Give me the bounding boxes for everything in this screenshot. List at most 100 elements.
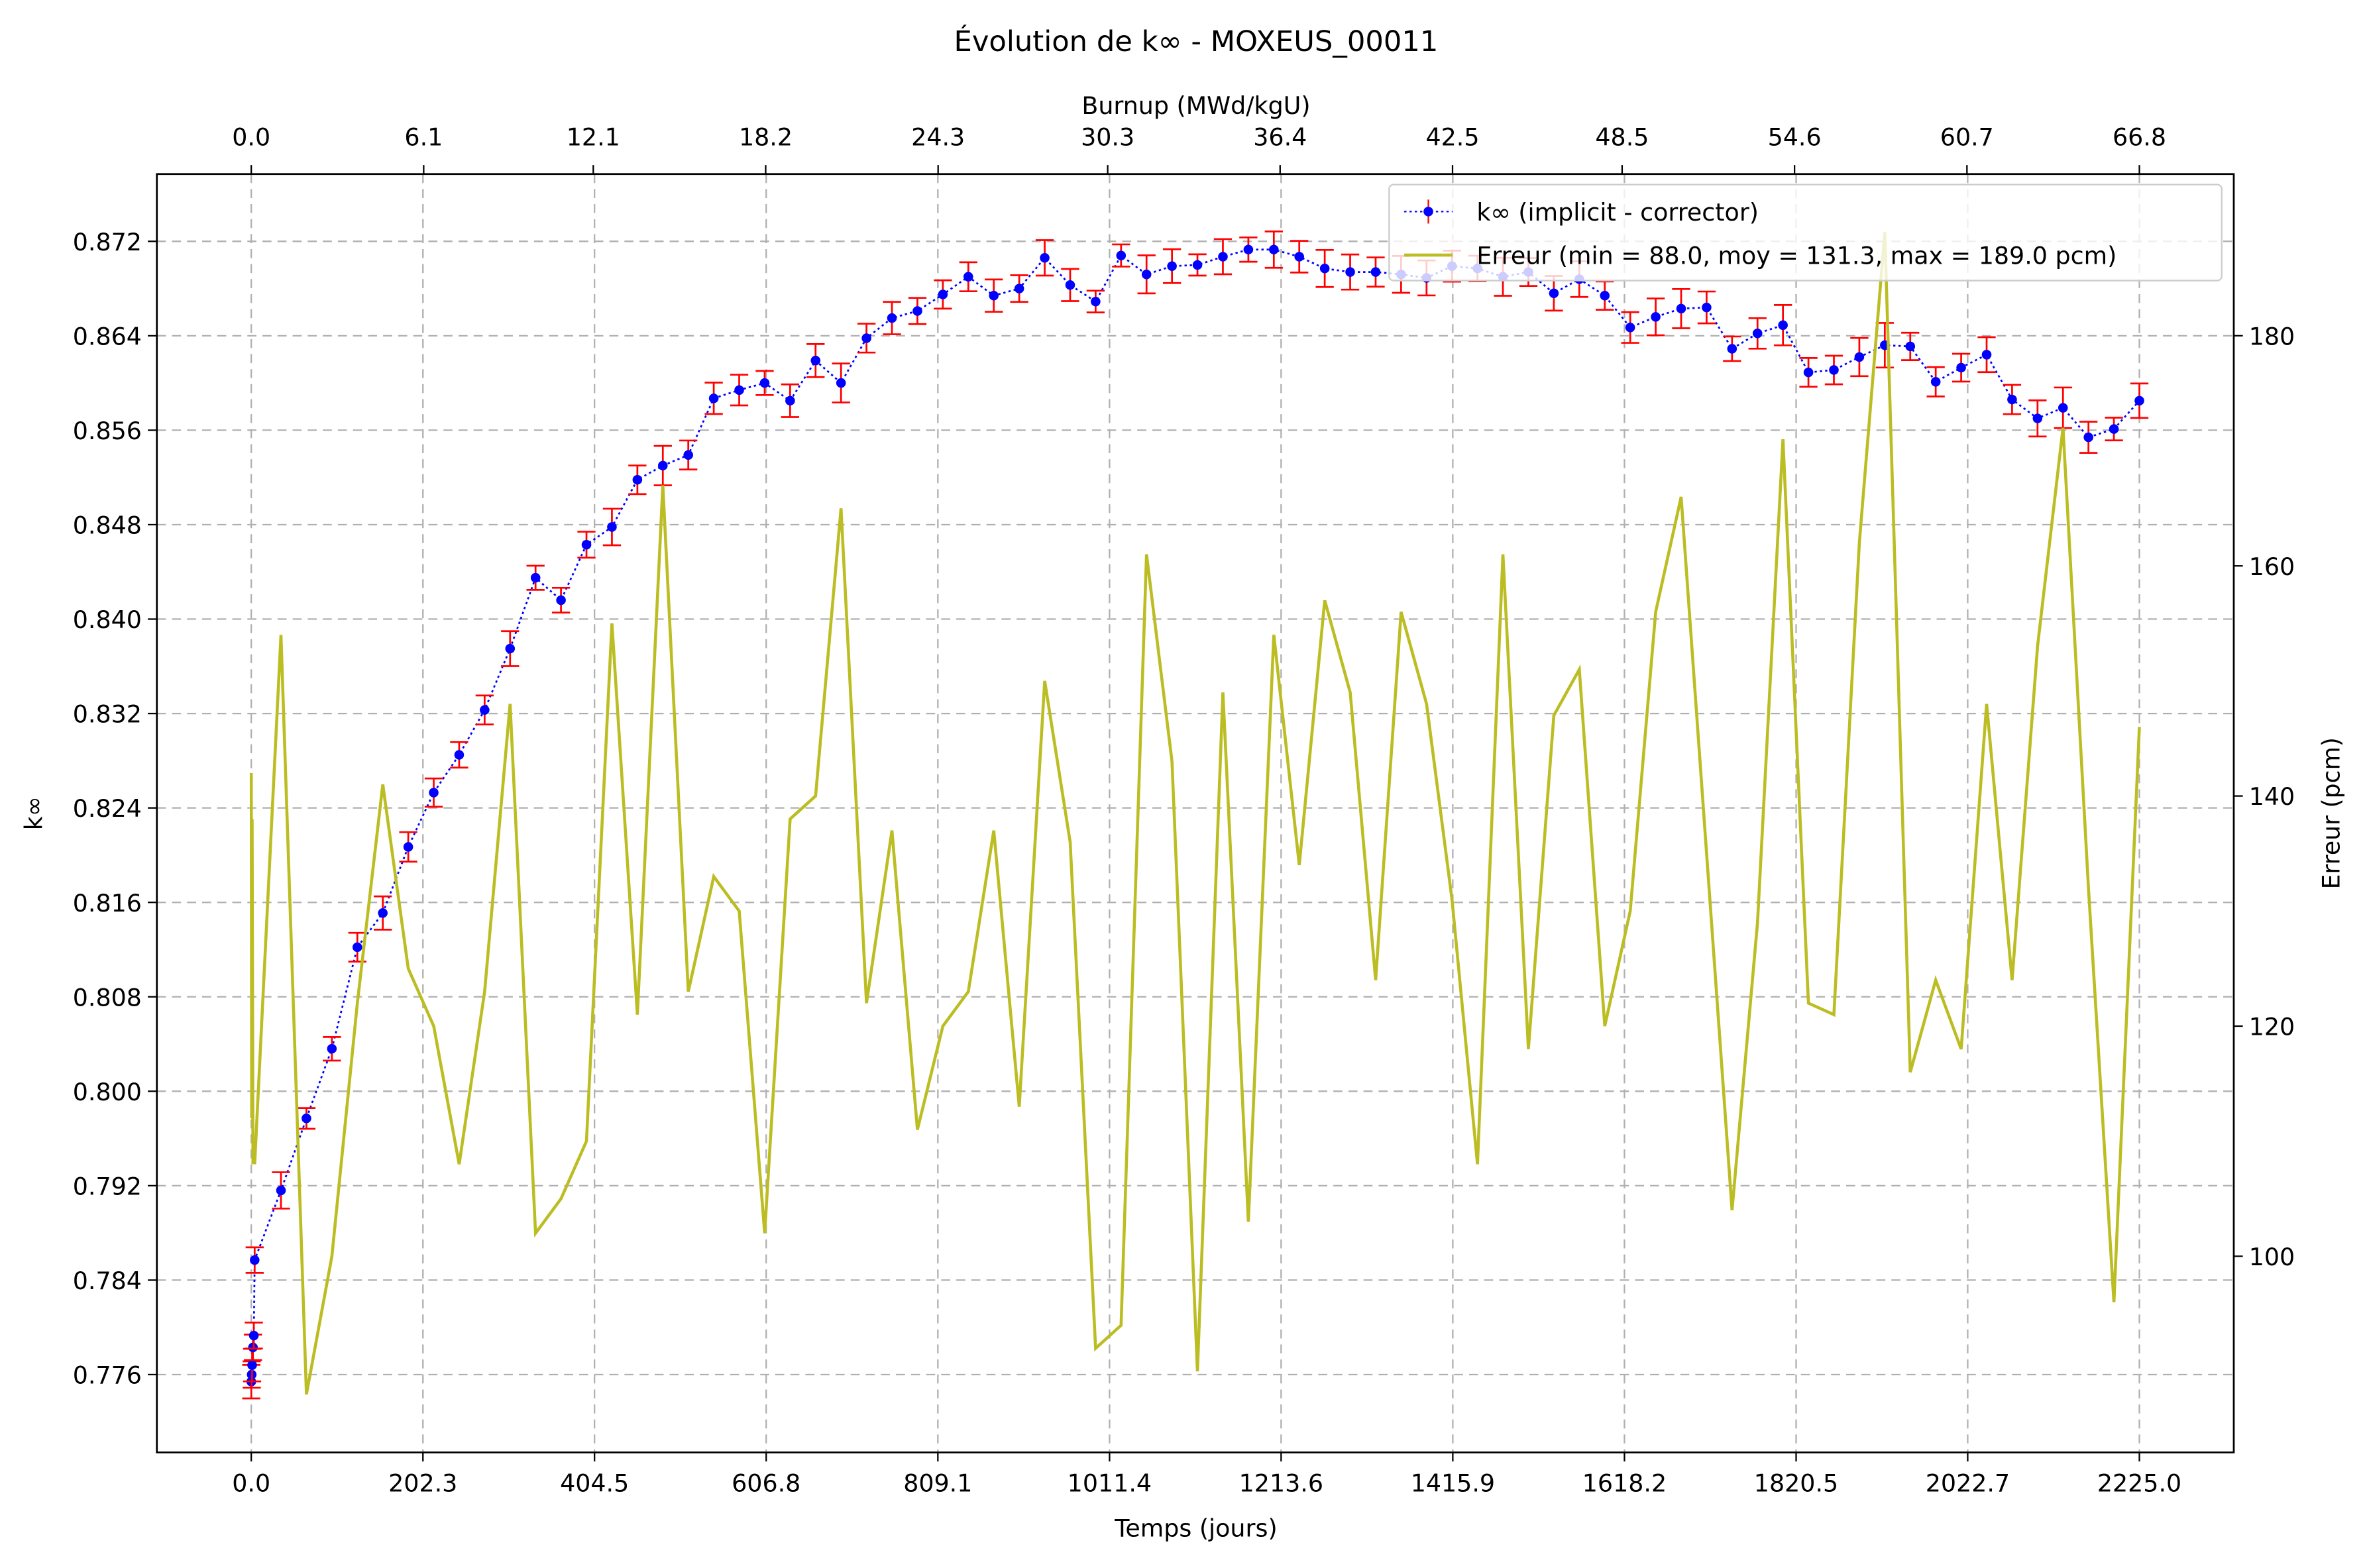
x-tick-label: 404.5: [560, 1469, 629, 1498]
data-point: [1269, 244, 1279, 255]
data-point: [378, 908, 388, 918]
x-tick-label: 1820.5: [1754, 1469, 1838, 1498]
x2-tick-label: 48.5: [1595, 123, 1649, 152]
data-point: [2109, 424, 2119, 434]
data-point: [989, 291, 999, 301]
y2-tick-label: 100: [2249, 1243, 2295, 1271]
data-point: [556, 595, 566, 605]
x-tick-label: 1618.2: [1582, 1469, 1667, 1498]
data-point: [607, 522, 617, 532]
data-point: [454, 750, 465, 760]
y2-tick-label: 160: [2249, 552, 2295, 581]
y-tick-label: 0.848: [73, 511, 142, 540]
data-point: [480, 705, 490, 715]
data-point: [708, 393, 719, 403]
x-tick-label: 809.1: [903, 1469, 972, 1498]
y2-axis-label: Erreur (pcm): [2317, 737, 2345, 889]
x2-tick-label: 30.3: [1081, 123, 1134, 152]
data-point: [1803, 367, 1814, 378]
x2-tick-label: 42.5: [1425, 123, 1479, 152]
data-point: [1956, 362, 1966, 373]
x-tick-label: 202.3: [388, 1469, 457, 1498]
data-point: [1192, 260, 1203, 270]
y2-tick-label: 180: [2249, 322, 2295, 350]
data-point: [2007, 394, 2017, 405]
data-point: [1167, 261, 1177, 271]
x2-tick-label: 36.4: [1253, 123, 1307, 152]
data-point: [403, 842, 413, 852]
y2-tick-label: 140: [2249, 782, 2295, 811]
x-tick-label: 1415.9: [1411, 1469, 1495, 1498]
data-point: [836, 378, 846, 388]
data-point: [1778, 320, 1788, 331]
x-tick-label: 0.0: [232, 1469, 270, 1498]
data-point: [248, 1330, 259, 1341]
data-point: [1065, 280, 1075, 290]
data-point: [1116, 250, 1127, 260]
x2-tick-label: 0.0: [232, 123, 270, 152]
plot-frame: [156, 173, 2235, 1453]
data-point: [1370, 267, 1381, 277]
data-point: [1141, 269, 1152, 280]
x2-tick-label: 6.1: [404, 123, 443, 152]
data-point: [938, 289, 948, 299]
data-point: [861, 333, 871, 343]
data-point: [759, 378, 770, 388]
data-point: [1549, 288, 1559, 298]
data-point: [657, 460, 668, 471]
x2-tick-label: 24.3: [911, 123, 965, 152]
x2-tick-label: 60.7: [1940, 123, 1994, 152]
legend-box: [1388, 183, 2223, 282]
data-point: [1981, 350, 1992, 360]
y2-tick-label: 120: [2249, 1013, 2295, 1041]
y-tick-label: 0.792: [73, 1173, 142, 1201]
x-tick-label: 606.8: [732, 1469, 800, 1498]
data-point: [530, 572, 541, 583]
data-point: [327, 1043, 337, 1054]
data-point: [785, 395, 795, 406]
y-tick-label: 0.856: [73, 417, 142, 445]
data-point: [1091, 296, 1101, 307]
y-axis-label: k∞: [20, 796, 48, 830]
x-tick-label: 2022.7: [1926, 1469, 2010, 1498]
data-point: [1243, 244, 1254, 255]
x2-tick-label: 66.8: [2113, 123, 2166, 152]
data-point: [1829, 365, 1839, 375]
data-point: [1676, 303, 1686, 314]
y-tick-label: 0.784: [73, 1267, 142, 1295]
data-point: [1854, 352, 1865, 362]
y-tick-label: 0.864: [73, 323, 142, 351]
data-point: [1319, 264, 1330, 274]
data-point: [632, 475, 643, 485]
y-tick-label: 0.840: [73, 605, 142, 634]
data-point: [1625, 323, 1635, 333]
data-point: [1752, 329, 1763, 339]
data-point: [1905, 341, 1916, 352]
legend-swatch: [1423, 207, 1433, 217]
data-point: [963, 272, 973, 282]
legend-label: Erreur (min = 88.0, moy = 131.3, max = 1…: [1476, 242, 2117, 270]
data-point: [1702, 302, 1712, 313]
data-point: [250, 1255, 260, 1265]
y-tick-label: 0.816: [73, 889, 142, 917]
data-point: [1014, 284, 1024, 293]
data-point: [581, 540, 592, 550]
x2-axis-label: Burnup (MWd/kgU): [1081, 91, 1310, 120]
data-point: [1930, 377, 1941, 387]
legend-label: k∞ (implicit - corrector): [1476, 198, 1759, 227]
data-point: [683, 450, 693, 460]
data-point: [1040, 253, 1050, 263]
x2-tick-label: 54.6: [1768, 123, 1822, 152]
data-point: [247, 1360, 257, 1370]
data-point: [912, 306, 922, 316]
y-tick-label: 0.824: [73, 794, 142, 823]
series-line: [249, 232, 2141, 1395]
data-point: [2032, 413, 2043, 423]
x-tick-label: 2225.0: [2097, 1469, 2181, 1498]
x-tick-label: 1011.4: [1068, 1469, 1152, 1498]
y-tick-label: 0.832: [73, 700, 142, 729]
data-point: [302, 1114, 311, 1124]
data-point: [1651, 312, 1661, 322]
data-point: [2058, 403, 2068, 413]
